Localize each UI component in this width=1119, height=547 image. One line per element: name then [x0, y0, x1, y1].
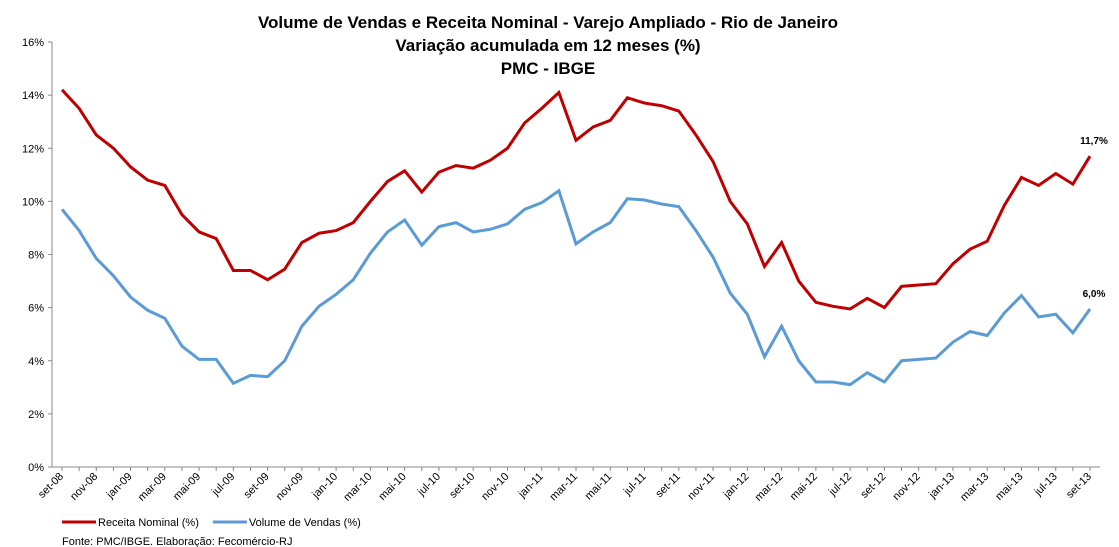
y-tick-label: 14%	[22, 90, 44, 102]
x-tick-label: nov-12	[891, 471, 923, 503]
x-tick-label: mar-10	[341, 471, 374, 504]
y-tick-label: 0%	[28, 462, 44, 474]
x-tick-label: mai-13	[993, 471, 1025, 503]
x-tick-label: jul-10	[415, 471, 443, 499]
x-tick-label: jul-12	[826, 471, 854, 499]
data-label: 6,0%	[1083, 289, 1106, 300]
x-tick-label: mar-12	[753, 471, 786, 504]
chart-subtitle: PMC - IBGE	[501, 59, 595, 78]
x-tick-label: set-10	[447, 471, 477, 501]
series-line	[60, 188, 1092, 387]
x-tick-label: set-11	[653, 471, 683, 501]
x-tick-label: mai-09	[171, 471, 203, 503]
x-tick-label: nov-11	[685, 471, 717, 503]
x-tick-label: jan-12	[721, 471, 752, 502]
y-tick-label: 10%	[22, 196, 44, 208]
data-label: 11,7%	[1080, 136, 1108, 147]
y-tick-label: 2%	[28, 409, 44, 421]
y-tick-label: 4%	[28, 356, 44, 368]
x-tick-label: set-12	[858, 471, 888, 501]
x-tick-label: jul-09	[209, 471, 237, 499]
y-tick-label: 6%	[28, 303, 44, 315]
x-tick-label: nov-10	[479, 471, 511, 503]
x-tick-label: jan-10	[309, 471, 340, 502]
y-tick-label: 12%	[22, 143, 44, 155]
x-tick-label: jul-11	[621, 471, 649, 499]
x-tick-label: jan-13	[926, 471, 957, 502]
x-tick-label: set-08	[36, 471, 66, 501]
x-tick-label: mai-12	[788, 471, 820, 503]
x-tick-label: nov-08	[68, 471, 100, 503]
chart-title: Volume de Vendas e Receita Nominal - Var…	[258, 13, 838, 32]
x-tick-label: mar-09	[136, 471, 169, 504]
y-tick-label: 16%	[22, 37, 44, 49]
x-tick-label: jan-11	[516, 471, 546, 501]
x-tick-label: nov-09	[274, 471, 306, 503]
y-tick-label: 8%	[28, 250, 44, 262]
x-tick-label: jan-09	[104, 471, 135, 502]
source-note: Fonte: PMC/IBGE. Elaboração: Fecomércio-…	[62, 536, 292, 547]
legend-label: Volume de Vendas (%)	[249, 517, 361, 529]
series-line	[60, 88, 1092, 311]
x-tick-label: set-09	[242, 471, 272, 501]
x-tick-label: mar-11	[548, 471, 581, 504]
x-tick-label: set-13	[1064, 471, 1094, 501]
x-tick-label: mar-13	[958, 471, 991, 504]
chart-subtitle: Variação acumulada em 12 meses (%)	[395, 36, 700, 55]
x-tick-label: mai-10	[377, 471, 409, 503]
x-tick-label: mai-11	[583, 471, 615, 503]
x-tick-label: jul-13	[1032, 471, 1060, 499]
legend-label: Receita Nominal (%)	[98, 517, 199, 529]
